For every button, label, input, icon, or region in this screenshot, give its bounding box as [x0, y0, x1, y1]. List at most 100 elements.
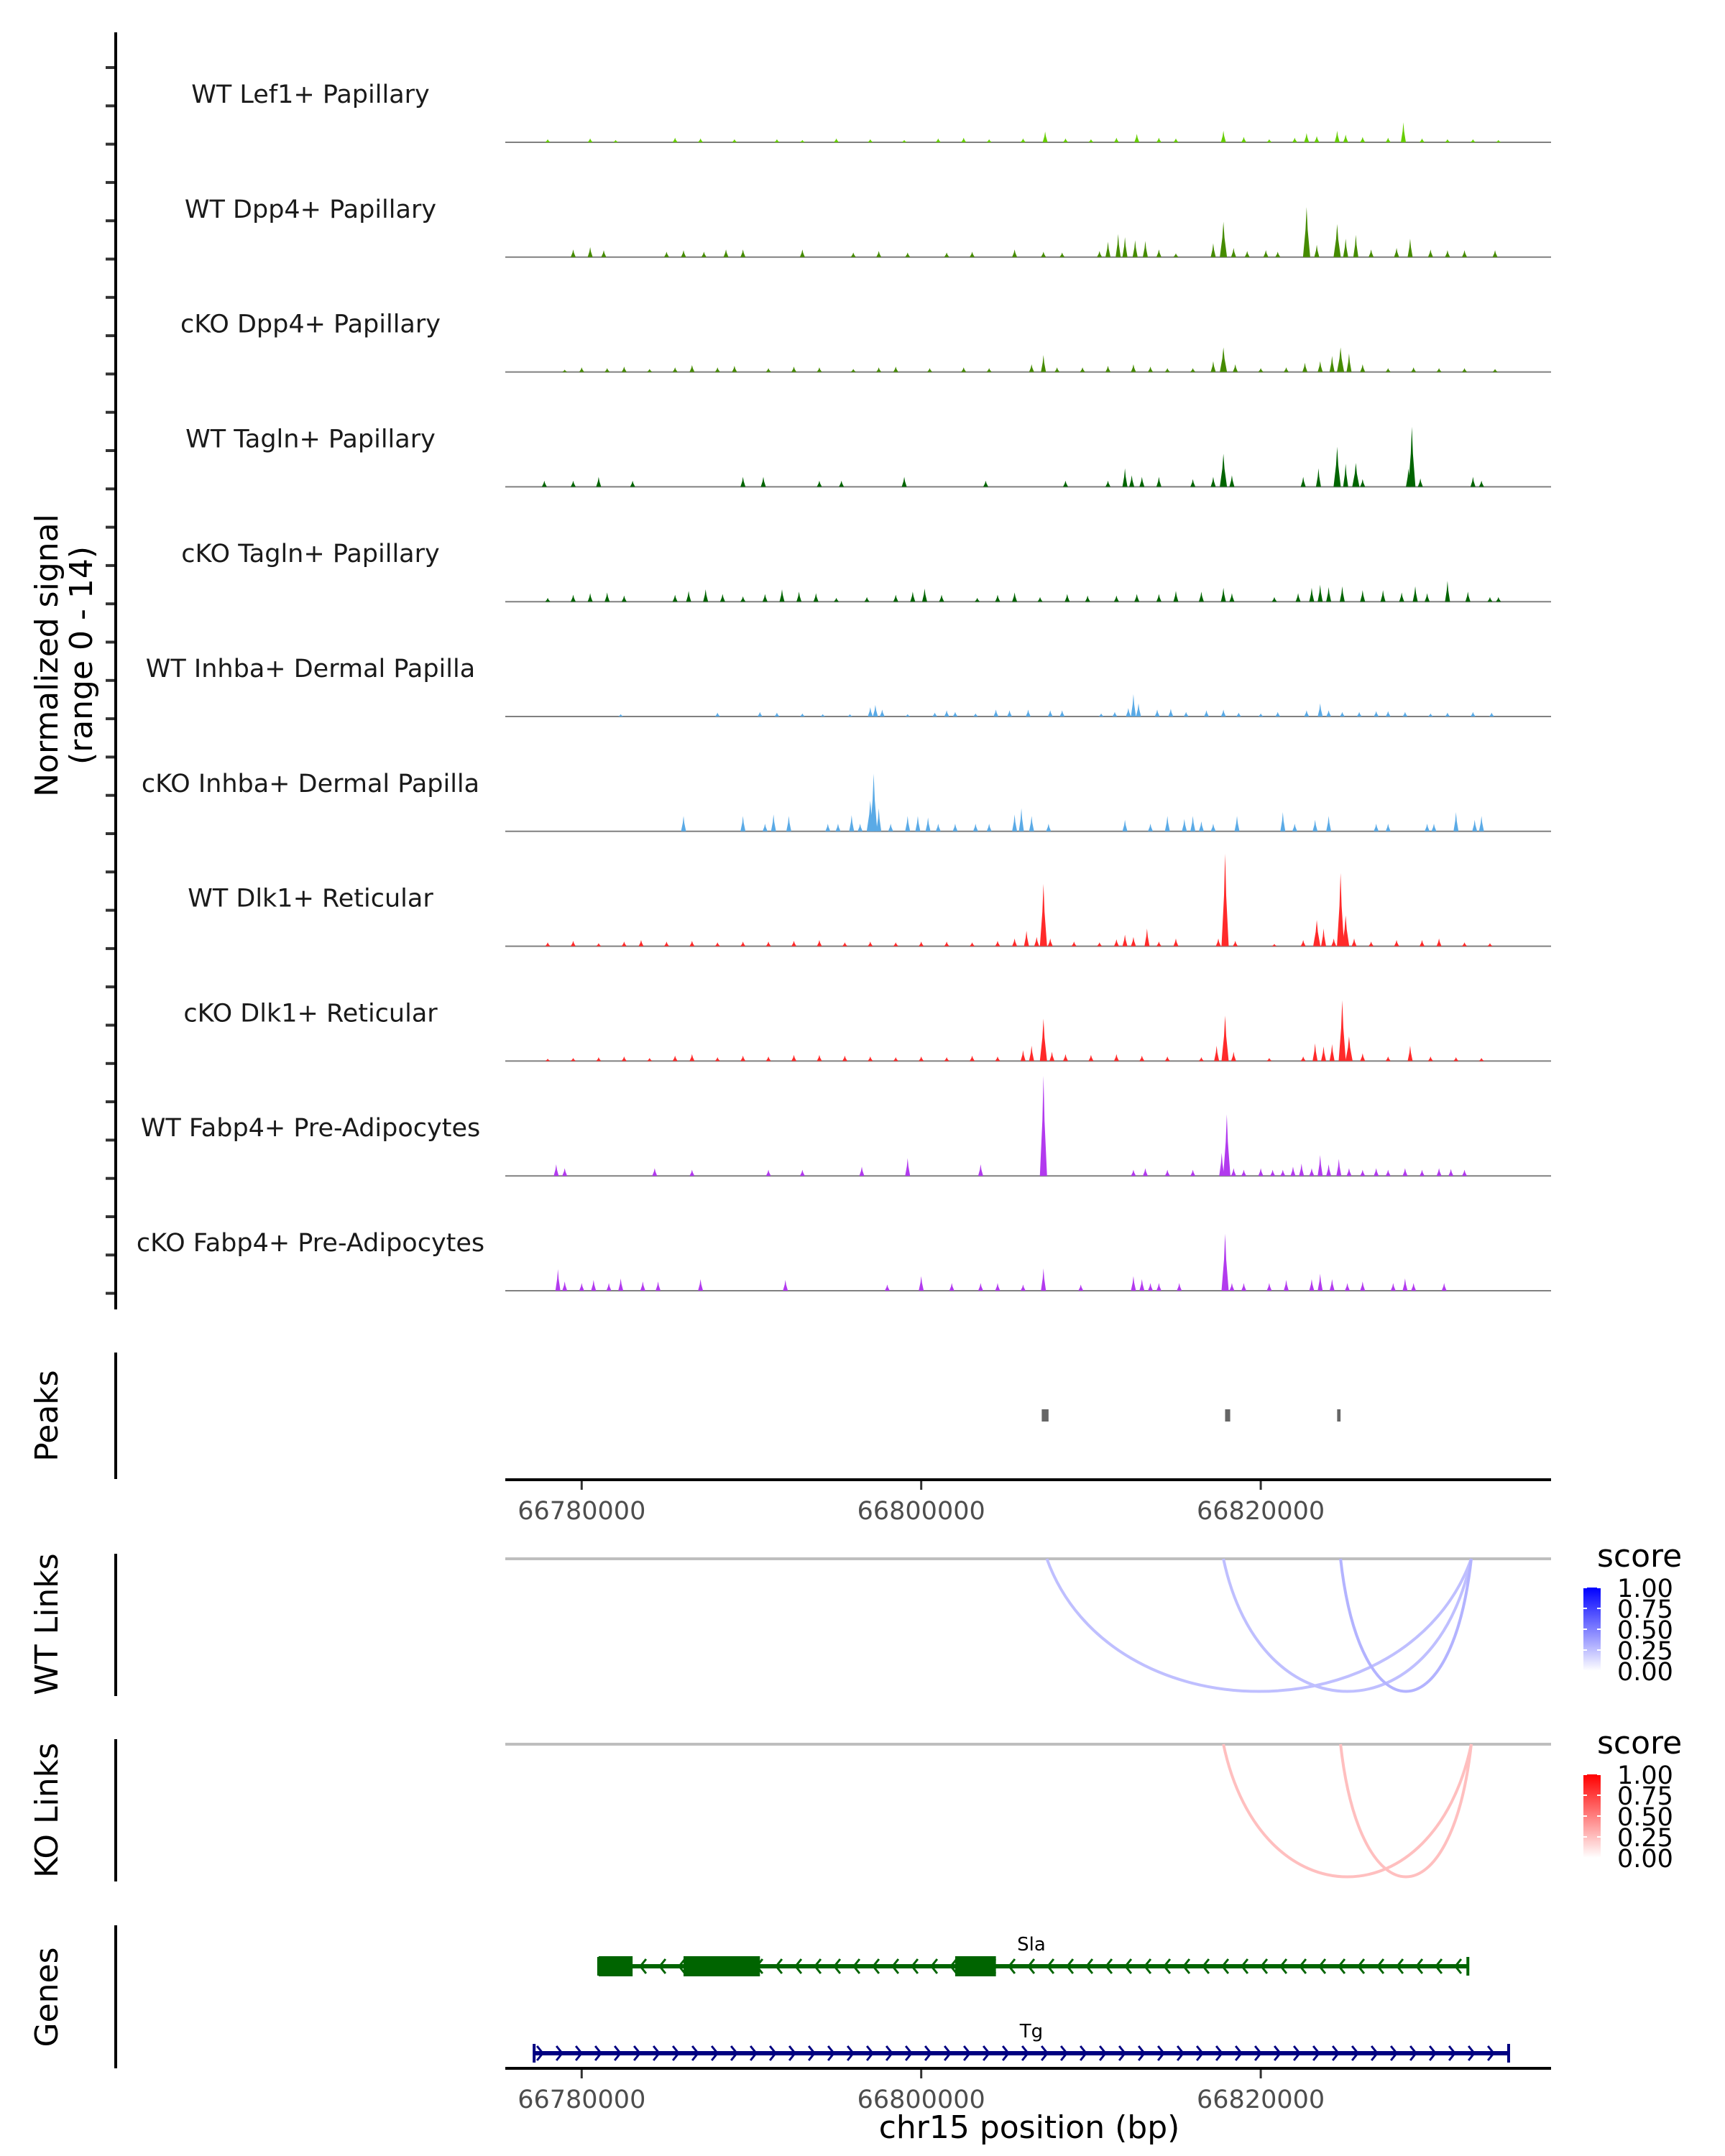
signal-peak [1113, 1054, 1119, 1061]
signal-peak [868, 941, 873, 946]
coverage-tracks: WT Lef1+ Papillary WT Dpp4+ Papillary cKO … [137, 80, 1551, 1291]
strand-arrow-icon [1162, 1958, 1172, 1974]
signal-peak [1183, 711, 1189, 717]
signal-peak [1034, 936, 1039, 946]
signal-peak [1220, 347, 1228, 372]
signal-peak [1059, 252, 1065, 257]
signal-peak [972, 824, 978, 831]
signal-peak [1173, 938, 1179, 946]
signal-peak [621, 1056, 627, 1061]
signal-peak [1334, 130, 1340, 142]
signal-peak [1122, 819, 1128, 831]
signal-peak [873, 704, 878, 717]
signal-peak [1148, 824, 1154, 831]
signal-peak [1214, 1045, 1220, 1061]
strand-arrow-icon [1351, 2045, 1360, 2061]
signal-peak [1210, 476, 1216, 487]
signal-peak [791, 367, 797, 372]
signal-peak [876, 251, 882, 257]
signal-peak [1329, 1279, 1335, 1291]
signal-peak [868, 707, 873, 717]
signal-peak [570, 1058, 576, 1061]
signal-peak [630, 480, 635, 487]
signal-peak [952, 824, 958, 831]
signal-peak [562, 1168, 568, 1176]
signal-peak [1411, 367, 1417, 372]
signal-peak [1462, 942, 1468, 946]
signal-peak [765, 1056, 771, 1061]
strand-arrow-icon [813, 1958, 822, 1974]
coverage-track-4: cKO Tagln+ Papillary [181, 540, 1551, 603]
signal-peak [1064, 594, 1070, 602]
legend-label: 0.25 [1617, 1637, 1673, 1666]
signal-peak [905, 1158, 911, 1176]
signal-peak [1164, 816, 1170, 831]
signal-peak [1221, 1233, 1229, 1291]
x-axis-title: chr15 position (bp) [879, 2109, 1180, 2146]
signal-peak [1313, 920, 1321, 946]
signal-peak [1220, 221, 1228, 257]
signal-peak [1229, 593, 1235, 602]
signal-peak [1478, 1058, 1484, 1061]
signal-peak [740, 1055, 746, 1061]
signal-peak [663, 941, 669, 946]
signal-peak [1445, 581, 1450, 602]
signal-peak [983, 480, 988, 487]
strand-arrow-icon [1370, 2045, 1379, 2061]
signal-peak [1136, 703, 1141, 717]
signal-peak [1427, 1056, 1433, 1061]
signal-peak [944, 252, 949, 257]
signal-peak [975, 597, 980, 602]
signal-peak [1351, 938, 1357, 946]
signal-peak [1436, 368, 1442, 372]
coverage-track-10: cKO Fabp4+ Pre-Adipocytes [137, 1229, 1551, 1291]
signal-peak [1258, 368, 1264, 372]
signal-peak [1173, 591, 1179, 602]
strand-arrow-icon [910, 1958, 919, 1974]
signal-peak [993, 709, 999, 717]
signal-peak [1132, 240, 1138, 257]
signal-peak [970, 942, 975, 946]
signal-peak [1024, 931, 1029, 946]
signal-peak [1360, 137, 1366, 142]
signal-peak [921, 588, 927, 602]
signal-peak [1190, 1169, 1196, 1176]
signal-peak [1164, 368, 1170, 372]
strand-arrow-icon [691, 2045, 700, 2061]
signal-peak [1088, 139, 1094, 142]
signal-peak [1299, 1164, 1305, 1176]
signal-peak [1385, 1169, 1391, 1176]
signal-peak [1345, 1283, 1351, 1291]
signal-peak [1478, 480, 1484, 487]
strand-arrow-icon [652, 2045, 661, 2061]
signal-peak [1394, 940, 1399, 946]
signal-peak [1431, 824, 1437, 831]
signal-peak [1041, 1268, 1046, 1291]
signal-peak [1164, 1169, 1170, 1176]
strand-arrow-icon [865, 2045, 875, 2061]
strand-arrow-icon [949, 1958, 958, 1974]
legend-label: 0.00 [1617, 1658, 1673, 1687]
signal-peak [1280, 1169, 1286, 1176]
link-arc [1222, 1743, 1473, 1879]
signal-peak [672, 1055, 678, 1061]
signal-peak [1284, 367, 1289, 372]
track-label: cKO Dpp4+ Papillary [180, 310, 441, 339]
signal-peak [919, 941, 924, 946]
links-track-1 [505, 1743, 1551, 1879]
signal-peak [1402, 1168, 1408, 1176]
signal-peak [1173, 253, 1179, 257]
signal-peak [1329, 356, 1335, 372]
signal-peak [1472, 819, 1478, 831]
signal-peak [1295, 593, 1301, 602]
strand-arrow-icon [1331, 2045, 1340, 2061]
signal-peak [1258, 713, 1264, 717]
signal-peak [1041, 252, 1046, 257]
signal-peak [1241, 1283, 1246, 1291]
signal-peak [606, 1283, 612, 1291]
signal-peak [1292, 137, 1297, 142]
signal-peak [972, 713, 978, 717]
signal-peak [1385, 368, 1391, 372]
signal-peak [1012, 592, 1018, 602]
signal-peak [825, 824, 831, 831]
